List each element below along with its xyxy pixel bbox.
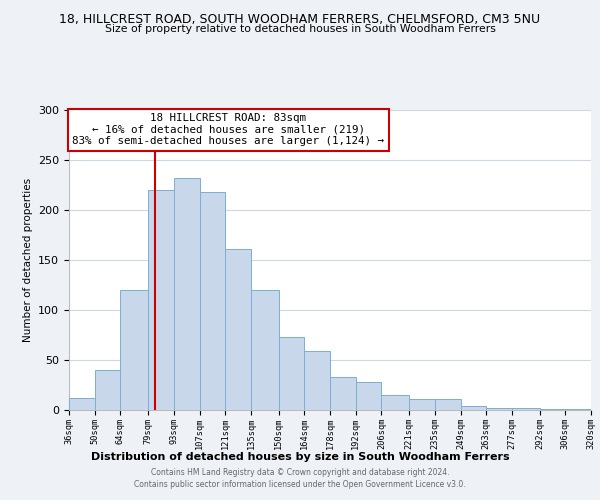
Bar bbox=[69, 398, 95, 410]
Bar bbox=[512, 408, 539, 410]
Bar bbox=[174, 178, 199, 410]
Text: Distribution of detached houses by size in South Woodham Ferrers: Distribution of detached houses by size … bbox=[91, 452, 509, 462]
Bar bbox=[199, 192, 225, 410]
Bar bbox=[356, 382, 382, 410]
Text: Contains HM Land Registry data © Crown copyright and database right 2024.
Contai: Contains HM Land Registry data © Crown c… bbox=[134, 468, 466, 489]
Bar bbox=[330, 377, 356, 410]
Bar bbox=[409, 399, 435, 410]
Bar bbox=[148, 190, 174, 410]
Bar bbox=[95, 370, 121, 410]
Bar bbox=[278, 337, 304, 410]
Text: 18 HILLCREST ROAD: 83sqm
← 16% of detached houses are smaller (219)
83% of semi-: 18 HILLCREST ROAD: 83sqm ← 16% of detach… bbox=[72, 113, 384, 146]
Bar bbox=[565, 409, 591, 410]
Text: Size of property relative to detached houses in South Woodham Ferrers: Size of property relative to detached ho… bbox=[104, 24, 496, 34]
Bar bbox=[382, 395, 409, 410]
Bar bbox=[486, 408, 512, 410]
Bar bbox=[121, 290, 148, 410]
Bar bbox=[461, 406, 486, 410]
Bar bbox=[435, 399, 461, 410]
Bar bbox=[304, 351, 330, 410]
Y-axis label: Number of detached properties: Number of detached properties bbox=[23, 178, 32, 342]
Bar bbox=[539, 409, 565, 410]
Bar bbox=[225, 249, 251, 410]
Bar bbox=[251, 290, 278, 410]
Text: 18, HILLCREST ROAD, SOUTH WOODHAM FERRERS, CHELMSFORD, CM3 5NU: 18, HILLCREST ROAD, SOUTH WOODHAM FERRER… bbox=[59, 12, 541, 26]
